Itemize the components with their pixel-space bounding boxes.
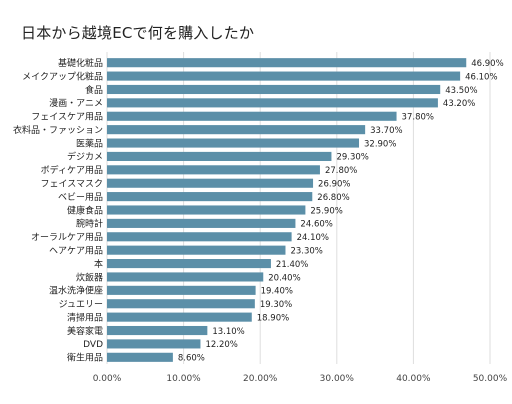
bar <box>107 98 438 108</box>
bar <box>107 71 461 81</box>
category-label: デジカメ <box>67 151 103 163</box>
category-label: 基礎化粧品 <box>58 57 103 69</box>
category-label: 健康食品 <box>67 204 103 216</box>
bar <box>107 272 264 282</box>
data-label: 12.20% <box>205 340 237 350</box>
bar <box>107 125 366 135</box>
data-label: 43.50% <box>445 86 477 96</box>
category-label: 食品 <box>85 84 103 96</box>
data-label: 37.80% <box>402 113 434 123</box>
category-label: 漫画・アニメ <box>49 97 103 109</box>
data-label: 27.80% <box>325 166 357 176</box>
category-label: 衣料品・ファッション <box>13 124 103 136</box>
bar <box>107 84 441 95</box>
bar <box>107 299 255 309</box>
bar <box>107 232 292 242</box>
category-label: ジュエリー <box>59 300 103 310</box>
bar <box>107 352 173 362</box>
bar <box>107 58 467 68</box>
category-label: フェイスケア用品 <box>31 112 103 123</box>
category-label: メイクアップ化粧品 <box>22 70 103 82</box>
data-label: 20.40% <box>268 273 300 283</box>
x-tick-label: 20.00% <box>243 374 278 384</box>
category-label: 美容家電 <box>67 325 103 337</box>
bar <box>107 245 286 255</box>
data-label: 8.60% <box>178 354 205 364</box>
category-label: オーラルケア用品 <box>31 232 103 243</box>
bar <box>107 178 314 188</box>
data-label: 32.90% <box>364 139 396 149</box>
data-label: 43.20% <box>443 99 475 109</box>
category-label: 温水洗浄便座 <box>49 285 103 297</box>
x-tick-label: 50.00% <box>473 374 508 384</box>
data-label: 13.10% <box>212 327 244 337</box>
data-label: 19.30% <box>260 300 292 310</box>
bar <box>107 165 320 175</box>
category-label: 清掃用品 <box>67 311 103 323</box>
category-label: フェイスマスク <box>41 179 103 190</box>
data-label: 19.40% <box>261 287 293 297</box>
category-label: 本 <box>94 258 103 270</box>
bar <box>107 192 313 202</box>
bar <box>107 325 208 336</box>
data-label: 25.90% <box>310 206 342 216</box>
category-label: ベビー用品 <box>58 192 103 203</box>
category-label: 医薬品 <box>76 137 103 149</box>
bar <box>107 259 271 269</box>
category-label: 腕時計 <box>76 218 103 230</box>
bar <box>107 285 256 295</box>
category-label: DVD <box>83 340 103 350</box>
data-label: 26.90% <box>318 180 350 190</box>
category-label: 衛生用品 <box>67 352 103 364</box>
bar <box>107 205 306 215</box>
data-label: 46.10% <box>465 72 497 82</box>
bar <box>107 218 296 228</box>
category-label: ボディケア用品 <box>41 164 103 176</box>
x-tick-label: 30.00% <box>320 374 355 384</box>
bar <box>107 138 360 148</box>
data-label: 18.90% <box>257 313 289 323</box>
x-tick-label: 0.00% <box>93 374 122 384</box>
bar <box>107 312 252 322</box>
data-label: 46.90% <box>471 59 503 69</box>
category-label: 炊飯器 <box>76 271 103 283</box>
data-label: 24.60% <box>300 220 332 230</box>
bar <box>107 151 332 161</box>
category-label: ヘアケア用品 <box>49 245 103 256</box>
bar <box>107 111 397 121</box>
data-label: 24.10% <box>297 233 329 243</box>
data-label: 23.30% <box>290 246 322 256</box>
data-label: 33.70% <box>370 126 402 136</box>
chart-title: 日本から越境ECで何を購入したか <box>21 24 255 42</box>
x-tick-label: 10.00% <box>166 374 201 384</box>
data-label: 26.80% <box>317 193 349 203</box>
bar <box>107 339 201 349</box>
data-label: 29.30% <box>336 153 368 163</box>
data-label: 21.40% <box>276 260 308 270</box>
x-tick-label: 40.00% <box>396 374 431 384</box>
